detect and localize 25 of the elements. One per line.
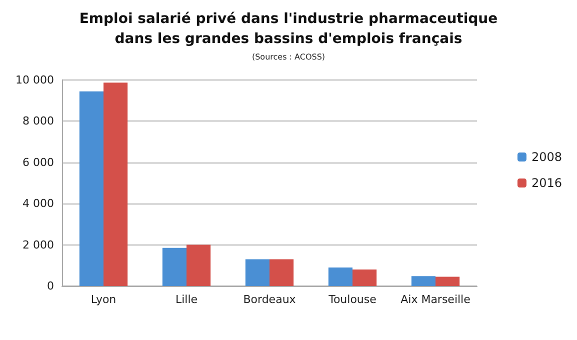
- bar: [79, 91, 104, 286]
- y-tick-label: 8 000: [22, 114, 54, 128]
- bar: [411, 276, 436, 286]
- x-tick-label: Aix Marseille: [400, 293, 471, 306]
- bar: [245, 259, 270, 286]
- bar: [352, 270, 377, 286]
- y-tick-label: 6 000: [22, 156, 54, 169]
- y-tick-label: 0: [47, 280, 54, 292]
- x-tick-label: Toulouse: [328, 293, 377, 306]
- y-tick-label: 2 000: [22, 238, 54, 252]
- bar: [328, 267, 352, 286]
- bar: [436, 276, 460, 286]
- legend-label: 2016: [531, 176, 562, 190]
- bar: [270, 259, 294, 286]
- y-tick-label: 10 000: [16, 74, 54, 86]
- y-tick-label: 4 000: [22, 197, 54, 210]
- chart-title: Emploi salarié privé dans l'industrie pharmaceutique dans les grandes bassins d'emplois français: [79, 11, 498, 47]
- bar: [104, 82, 128, 286]
- bar: [186, 244, 211, 286]
- x-tick-label: Bordeaux: [243, 293, 296, 306]
- x-tick-label: Lyon: [90, 293, 116, 306]
- x-tick-label: Lille: [175, 293, 198, 306]
- bar: [162, 248, 186, 286]
- legend-label: 2008: [531, 150, 562, 164]
- text: (Sources : ACOSS): [252, 52, 326, 62]
